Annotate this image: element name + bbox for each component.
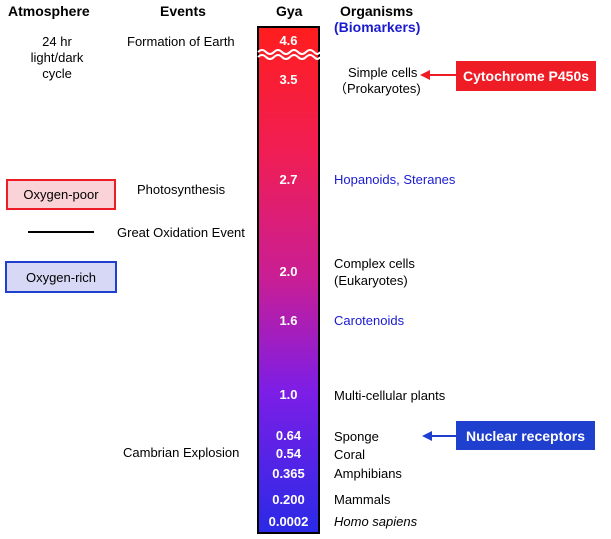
arrow-left-icon [420, 70, 458, 80]
gya-value: 3.5 [279, 72, 298, 87]
gya-value: 1.0 [279, 387, 298, 402]
event-cambrian-explosion: Cambrian Explosion [123, 445, 240, 460]
organism-coral: Coral [334, 447, 366, 462]
gya-value: 0.200 [272, 492, 305, 507]
organism-amphibians: Amphibians [334, 466, 402, 481]
arrow-left-icon [422, 431, 458, 441]
organism-complex-cells: Complex cells [334, 256, 415, 271]
light-dark-cycle-label: 24 hr light/dark cycle [22, 34, 92, 82]
organism-simple-cells: Simple cells [348, 65, 418, 80]
gya-value: 4.6 [279, 33, 298, 48]
time-break-icon [257, 49, 320, 60]
gya-value: 2.0 [279, 264, 298, 279]
cytochrome-p450s-callout: Cytochrome P450s [456, 61, 596, 91]
organism-prokaryotes: （Prokaryotes) [334, 81, 421, 96]
gya-value: 1.6 [279, 313, 298, 328]
biomarker-carotenoids: Carotenoids [334, 313, 405, 328]
organism-sponge: Sponge [334, 429, 379, 444]
cycle-line-3: cycle [42, 66, 72, 81]
organism-mammals: Mammals [334, 492, 391, 507]
event-great-oxidation: Great Oxidation Event [117, 225, 245, 240]
event-photosynthesis: Photosynthesis [137, 182, 226, 197]
gya-value: 0.54 [275, 446, 302, 461]
biomarker-hopanoids-steranes: Hopanoids, Steranes [334, 172, 456, 187]
header-organisms: Organisms [340, 3, 414, 19]
gya-value: 2.7 [279, 172, 298, 187]
gya-value: 0.0002 [268, 514, 309, 529]
gya-value: 0.64 [275, 428, 302, 443]
event-formation-of-earth: Formation of Earth [127, 34, 235, 49]
header-events: Events [160, 3, 206, 19]
header-biomarkers: (Biomarkers) [334, 19, 421, 35]
time-bar [257, 26, 320, 534]
cycle-line-2: light/dark [30, 50, 84, 65]
oxygen-rich-box: Oxygen-rich [5, 261, 117, 293]
header-atmosphere: Atmosphere [8, 3, 90, 19]
great-oxidation-divider [28, 231, 94, 233]
cycle-line-1: 24 hr [42, 34, 72, 49]
organism-multicellular-plants: Multi-cellular plants [334, 388, 446, 403]
nuclear-receptors-callout: Nuclear receptors [456, 421, 595, 450]
oxygen-poor-box: Oxygen-poor [6, 179, 116, 210]
header-gya: Gya [276, 3, 303, 19]
organism-eukaryotes: (Eukaryotes) [334, 273, 408, 288]
gya-value: 0.365 [272, 466, 305, 481]
organism-homo-sapiens: Homo sapiens [334, 514, 418, 529]
